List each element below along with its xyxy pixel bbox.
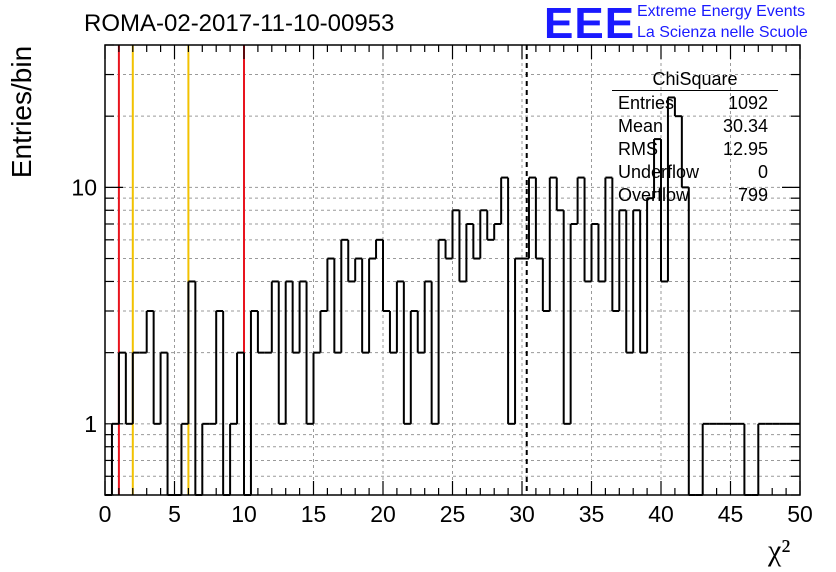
stats-row-mean: Mean 30.34 [612, 115, 778, 138]
stats-value: 12.95 [722, 139, 768, 159]
stats-label: Overflow [618, 185, 690, 205]
stats-row-rms: RMS 12.95 [612, 138, 778, 161]
eee-logo: EEE [544, 0, 636, 48]
y-tick-label: 1 [84, 411, 97, 437]
x-tick-label: 15 [301, 501, 327, 527]
stats-divider [612, 90, 778, 91]
stats-label: Underflow [618, 162, 700, 182]
run-title: ROMA-02-2017-11-10-00953 [84, 10, 395, 37]
stats-row-entries: Entries 1092 [612, 92, 778, 115]
stats-value: 1092 [727, 93, 768, 113]
stats-value: 799 [737, 185, 768, 205]
x-tick-label: 35 [579, 501, 605, 527]
stats-label: RMS [618, 139, 658, 159]
stats-label: Entries [618, 93, 675, 113]
axis-layer: 0 5 10 15 20 25 30 35 40 45 50 1 10 [71, 44, 813, 527]
grid-layer [105, 45, 800, 495]
stats-row-overflow: Overflow 799 [612, 184, 778, 207]
histogram-layer [105, 96, 800, 496]
x-tick-label: 5 [168, 501, 181, 527]
x-tick-label: 40 [648, 501, 674, 527]
y-tick-label: 10 [71, 174, 97, 200]
x-axis-label: χ² [768, 534, 791, 567]
stats-value: 0 [757, 162, 768, 182]
logo-subtitle-line1: Extreme Energy Events [637, 3, 806, 20]
x-tick-label: 30 [509, 501, 535, 527]
x-tick-label: 10 [231, 501, 257, 527]
x-tick-label: 0 [99, 501, 112, 527]
stats-label: Mean [618, 116, 664, 136]
stats-box: ChiSquare Entries 1092 Mean 30.34 RMS 12… [612, 68, 778, 207]
logo-subtitle-line2: La Scienza nelle Scuole [637, 24, 808, 41]
x-tick-label: 45 [718, 501, 744, 527]
stats-title: ChiSquare [652, 69, 738, 89]
x-tick-label: 50 [787, 501, 813, 527]
stats-value: 30.34 [722, 116, 768, 136]
x-tick-label: 20 [370, 501, 396, 527]
stats-row-underflow: Underflow 0 [612, 161, 778, 184]
y-axis-label: Entries/bin [6, 45, 37, 179]
x-tick-label: 25 [440, 501, 466, 527]
